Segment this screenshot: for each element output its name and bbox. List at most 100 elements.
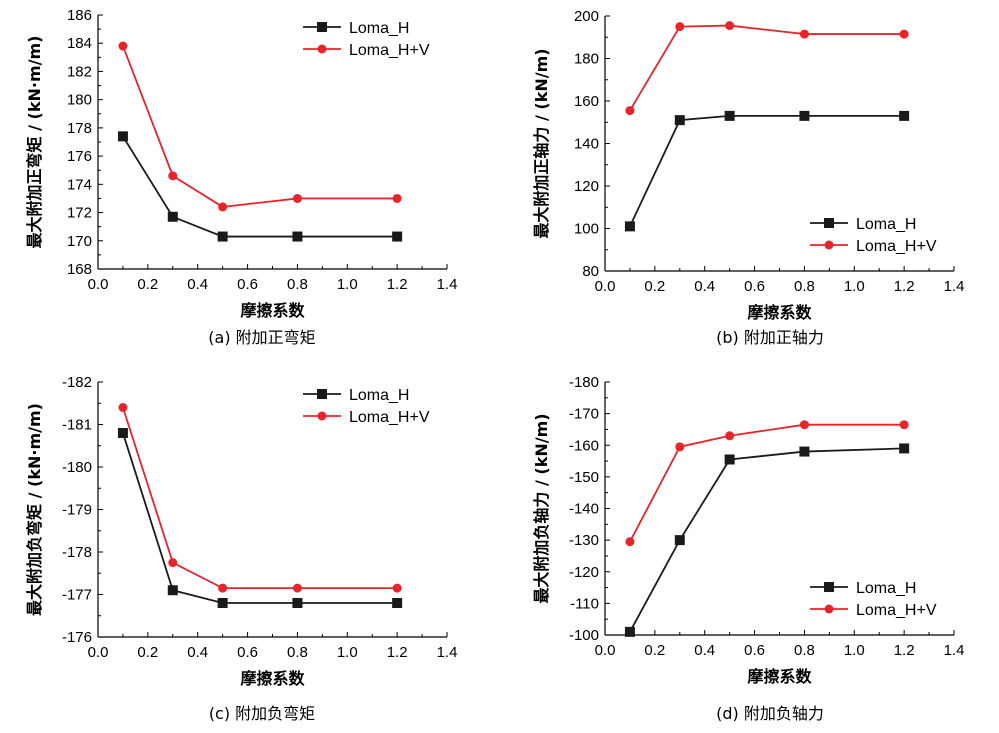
- y-tick-label: 178: [67, 120, 92, 137]
- legend-marker-square: [824, 218, 834, 228]
- x-tick-label: 0.6: [744, 642, 765, 659]
- y-tick-label: -160: [569, 437, 599, 454]
- legend-label: Loma_H: [856, 216, 916, 233]
- data-point-loma-h: [292, 598, 303, 608]
- data-point-loma-h: [392, 598, 403, 608]
- data-point-loma-hv: [168, 558, 178, 568]
- data-point-loma-h: [624, 221, 635, 232]
- data-point-loma-hv: [725, 21, 735, 31]
- data-point-loma-h: [899, 443, 910, 454]
- y-tick-label: -180: [569, 374, 599, 391]
- series-line-loma-hv: [629, 24, 905, 112]
- x-tick-label: 0.2: [137, 644, 158, 661]
- data-point-loma-h: [167, 211, 178, 222]
- series-line-loma-hv: [122, 45, 398, 208]
- x-tick-label: 0.8: [794, 278, 815, 295]
- x-tick-label: 0.8: [287, 644, 308, 661]
- y-tick-label: 172: [67, 205, 92, 222]
- x-tick-label: 0.4: [694, 278, 715, 295]
- data-point-loma-h: [117, 428, 128, 438]
- x-tick-label: 0.0: [88, 276, 109, 293]
- data-point-loma-h: [674, 535, 685, 546]
- y-axis-title: 最大附加负轴力 / (kN/m): [532, 413, 551, 603]
- panel-caption: (c) 附加负弯矩: [209, 704, 315, 723]
- y-tick-label: 170: [67, 233, 92, 250]
- y-tick-label: 120: [574, 178, 599, 195]
- legend-marker-circle: [824, 240, 834, 250]
- data-point-loma-h: [724, 454, 735, 465]
- x-tick-label: 1.4: [944, 278, 965, 295]
- data-point-loma-hv: [799, 420, 809, 430]
- data-point-loma-hv: [675, 22, 685, 32]
- data-point-loma-hv: [168, 171, 178, 181]
- legend-label: Loma_H+V: [349, 42, 430, 59]
- x-tick-label: 0.4: [187, 644, 208, 661]
- y-tick-label: -180: [62, 459, 92, 476]
- y-tick-label: 184: [67, 35, 92, 52]
- y-tick-label: -120: [569, 564, 599, 581]
- x-tick-label: 0.6: [237, 644, 258, 661]
- panel-caption: (a) 附加正弯矩: [208, 328, 315, 347]
- chart-panel-d: 0.0 0.2 0.4 0.6 0.8 1.0 1.2 1.4 -100 -110 -120 -130…: [532, 374, 964, 723]
- panel-caption: (d) 附加负轴力: [716, 704, 824, 723]
- x-tick-label: 1.4: [437, 644, 458, 661]
- x-axis-title: 摩擦系数: [747, 667, 812, 686]
- y-axis-title: 最大附加正弯矩 / (kN·m/m): [25, 36, 44, 249]
- x-tick-label: 0.0: [88, 644, 109, 661]
- chart-panel-a: 0.0 0.2 0.4 0.6 0.8 1.0 1.2 1.4 168 170 172 174 176 1…: [25, 7, 457, 347]
- data-point-loma-hv: [118, 403, 128, 412]
- data-point-loma-hv: [218, 583, 228, 593]
- legend-label: Loma_H+V: [856, 238, 937, 255]
- x-tick-label: 1.0: [844, 278, 865, 295]
- x-axis-title: 摩擦系数: [240, 669, 305, 688]
- x-tick-label: 0.4: [187, 276, 208, 293]
- data-point-loma-h: [292, 231, 303, 242]
- y-tick-label: 182: [67, 63, 92, 80]
- y-axis-title: 最大附加负弯矩 / (kN·m/m): [25, 403, 44, 616]
- legend-marker-circle: [317, 411, 327, 421]
- x-tick-label: 0.2: [644, 642, 665, 659]
- y-tick-label: -100: [569, 627, 599, 644]
- y-tick-label: -140: [569, 501, 599, 518]
- data-point-loma-hv: [725, 431, 735, 441]
- x-tick-label: 0.4: [694, 642, 715, 659]
- legend-label: Loma_H+V: [856, 602, 937, 619]
- x-tick-label: 1.0: [337, 276, 358, 293]
- chart-panel-c: 0.0 0.2 0.4 0.6 0.8 1.0 1.2 1.4 -176 -177 -178 -179…: [25, 374, 457, 723]
- data-point-loma-hv: [118, 41, 128, 51]
- legend-label: Loma_H+V: [349, 409, 430, 426]
- y-tick-label: -178: [62, 544, 92, 561]
- data-point-loma-hv: [292, 193, 302, 203]
- y-tick-label: 200: [574, 8, 599, 25]
- x-axis-title: 摩擦系数: [747, 303, 812, 322]
- x-tick-label: 1.4: [944, 642, 965, 659]
- y-tick-label: -170: [569, 406, 599, 423]
- y-tick-label: 186: [67, 7, 92, 24]
- x-tick-label: 0.8: [794, 642, 815, 659]
- data-point-loma-h: [724, 110, 735, 121]
- y-tick-label: 160: [574, 93, 599, 110]
- x-tick-label: 0.2: [137, 276, 158, 293]
- legend-label: Loma_H: [349, 20, 409, 37]
- y-tick-label: 176: [67, 148, 92, 165]
- data-point-loma-hv: [392, 583, 402, 593]
- x-tick-label: 0.8: [287, 276, 308, 293]
- legend-marker-square: [317, 22, 327, 32]
- legend-label: Loma_H: [349, 387, 409, 404]
- x-tick-label: 1.2: [387, 276, 408, 293]
- legend-label: Loma_H: [856, 580, 916, 597]
- y-tick-label: 168: [67, 261, 92, 278]
- y-tick-label: -182: [62, 374, 92, 391]
- y-tick-label: 80: [582, 263, 599, 280]
- data-point-loma-h: [624, 626, 635, 637]
- y-tick-label: -177: [62, 587, 92, 604]
- legend-marker-square: [824, 582, 834, 592]
- x-tick-label: 0.6: [237, 276, 258, 293]
- x-tick-label: 1.2: [387, 644, 408, 661]
- x-tick-label: 1.4: [437, 276, 458, 293]
- series-line-loma-hv: [629, 423, 905, 543]
- legend-marker-circle: [317, 44, 327, 54]
- data-point-loma-h: [217, 231, 228, 242]
- data-point-loma-h: [217, 598, 228, 608]
